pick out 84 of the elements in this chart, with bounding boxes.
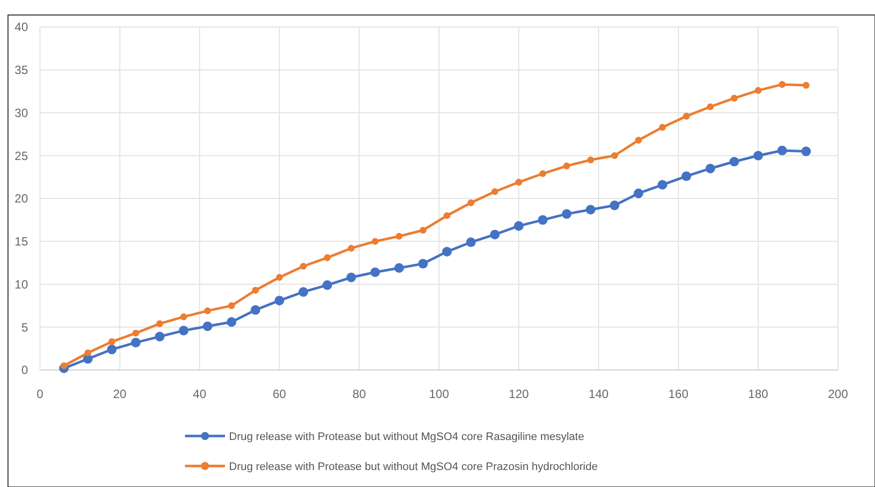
point — [154, 332, 164, 342]
point — [108, 338, 116, 346]
x-tick-label: 160 — [668, 387, 689, 401]
point — [372, 238, 379, 245]
point — [562, 209, 572, 219]
point — [659, 124, 666, 131]
y-tick-label: 30 — [14, 106, 28, 120]
point — [802, 82, 810, 89]
point — [84, 349, 92, 356]
point — [587, 156, 594, 164]
point — [611, 152, 618, 160]
point — [276, 274, 283, 281]
legend-label: Drug release with Protease but without MgSO4 core Rasagiline mesylate — [229, 430, 584, 443]
point — [418, 258, 428, 268]
y-tick-label: 35 — [14, 63, 28, 78]
y-tick-label: 20 — [14, 192, 28, 206]
point — [514, 221, 524, 231]
point — [539, 170, 546, 178]
point — [490, 230, 500, 240]
point — [753, 150, 763, 160]
point — [538, 215, 548, 225]
point — [346, 272, 356, 282]
point — [274, 296, 284, 306]
point — [250, 305, 260, 315]
point — [60, 362, 68, 370]
point — [515, 178, 522, 186]
point — [778, 81, 786, 88]
point — [204, 307, 211, 314]
y-tick-label: 10 — [14, 277, 28, 292]
point — [586, 204, 596, 214]
point — [348, 244, 355, 252]
x-tick-label: 100 — [428, 387, 450, 401]
point — [202, 321, 212, 332]
x-tick-label: 80 — [352, 387, 366, 401]
y-tick-label: 5 — [21, 320, 28, 334]
point — [156, 320, 164, 328]
point — [228, 302, 235, 310]
point — [635, 136, 642, 144]
point — [563, 162, 570, 170]
point — [777, 146, 787, 156]
point — [729, 156, 740, 166]
point — [298, 287, 308, 297]
point — [226, 317, 236, 327]
x-tick-label: 120 — [508, 387, 530, 401]
x-tick-label: 180 — [748, 387, 769, 401]
y-tick-label: 25 — [14, 148, 28, 163]
x-tick-label: 200 — [828, 387, 848, 401]
point — [466, 237, 476, 248]
point — [491, 188, 498, 196]
point — [468, 199, 474, 206]
point — [801, 146, 811, 156]
point — [442, 246, 452, 256]
point — [420, 226, 426, 234]
point — [706, 164, 716, 174]
point — [178, 326, 188, 336]
point — [634, 188, 644, 198]
point — [324, 254, 331, 262]
point — [658, 180, 668, 190]
point — [706, 103, 714, 110]
x-tick-label: 60 — [272, 387, 286, 401]
y-tick-label: 0 — [21, 363, 28, 378]
point — [730, 94, 738, 102]
point — [682, 171, 692, 182]
x-tick-label: 0 — [36, 387, 44, 401]
point — [132, 330, 140, 337]
point — [444, 212, 450, 220]
point — [754, 87, 762, 94]
point — [300, 262, 307, 270]
point — [610, 200, 620, 210]
y-tick-label: 15 — [14, 234, 28, 249]
y-tick-label: 40 — [14, 20, 28, 34]
point — [252, 286, 259, 294]
point — [682, 112, 690, 120]
point — [107, 344, 117, 354]
x-tick-label: 140 — [588, 387, 609, 401]
point — [180, 313, 188, 320]
x-tick-label: 40 — [192, 387, 207, 401]
legend-label: Drug release with Protease but without MgSO4 core Prazosin hydrochloride — [229, 460, 598, 473]
point — [394, 263, 404, 273]
x-tick-label: 20 — [113, 387, 127, 401]
point — [322, 280, 332, 290]
point — [370, 267, 380, 278]
point — [396, 232, 402, 240]
point — [130, 338, 141, 348]
